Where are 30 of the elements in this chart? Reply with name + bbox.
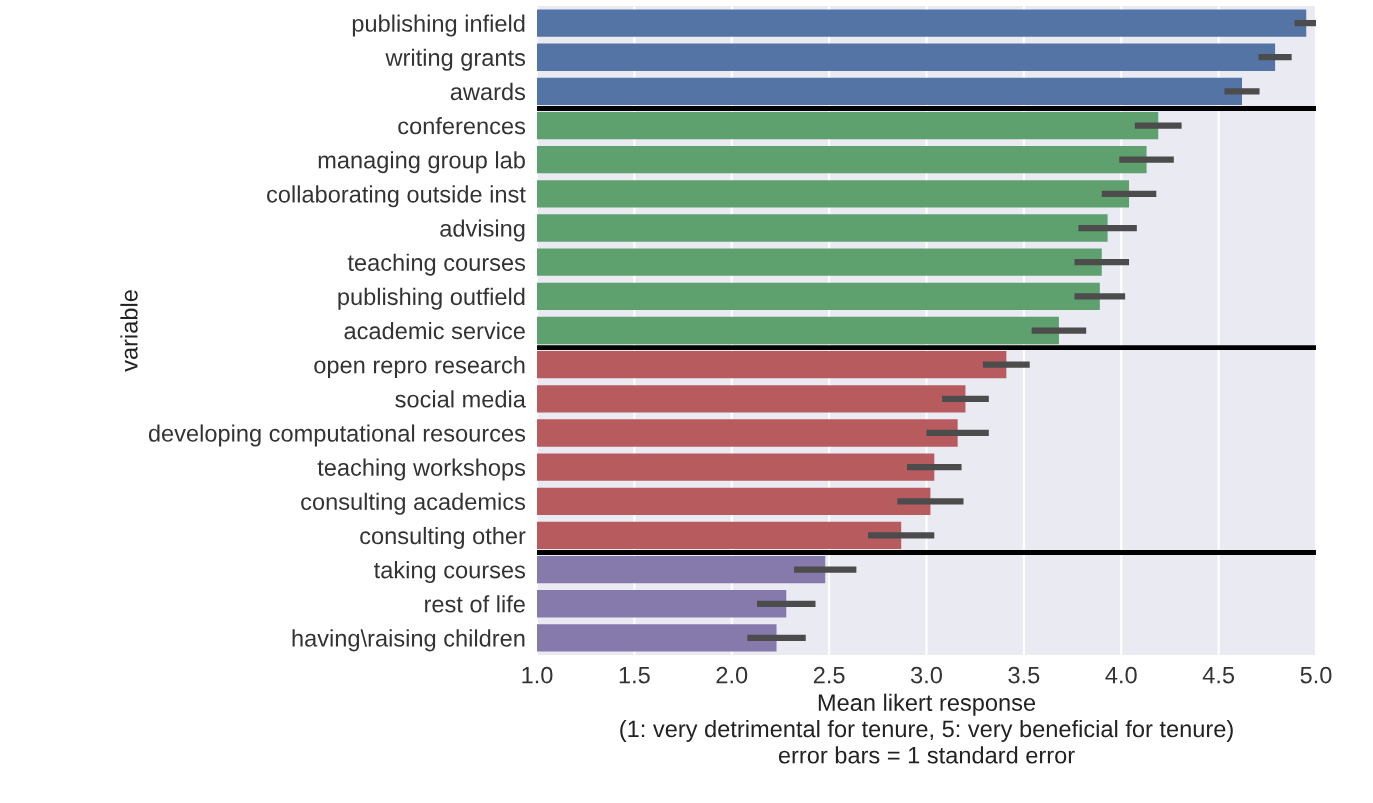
y-tick-label: publishing outfield (338, 287, 525, 310)
y-tick-label: taking courses (374, 561, 526, 584)
y-tick-label: managing group lab (318, 151, 525, 174)
y-tick-label: having\raising children (292, 629, 525, 652)
x-tick-label: 3.0 (910, 666, 942, 684)
x-tick-label: 4.5 (1202, 666, 1235, 684)
x-tick-label: 1.0 (522, 666, 553, 684)
y-tick-label: open repro research (314, 356, 525, 379)
y-tick-label: developing computational resources (148, 424, 526, 447)
y-tick-label: teaching workshops (317, 458, 526, 481)
y-tick-label: social media (395, 390, 526, 408)
y-axis-title: variable (120, 290, 138, 372)
y-tick-label: awards (450, 82, 526, 101)
y-tick-label: teaching courses (347, 253, 526, 276)
y-tick-label: academic service (344, 321, 525, 340)
y-tick-label: conferences (398, 117, 526, 135)
x-tick-label: 2.5 (813, 666, 845, 684)
x-tick-label: 1.5 (619, 666, 650, 684)
x-tick-label: 5.0 (1300, 666, 1332, 684)
y-tick-label: advising (440, 219, 525, 242)
y-tick-label: rest of life (425, 595, 525, 613)
x-tick-label: 2.0 (716, 666, 748, 684)
y-tick-label: consulting other (360, 526, 526, 549)
y-tick-label: publishing infield (352, 14, 525, 37)
y-tick-label: writing grants (385, 48, 526, 71)
x-tick-label: 4.0 (1105, 666, 1137, 684)
x-axis-title: Mean likert response (1: very detrimental for tenure, 5: very beneficial for tenure) error bars = 1 standard error (620, 693, 1233, 764)
y-tick-label: consulting academics (301, 492, 526, 515)
x-tick-label: 3.5 (1008, 666, 1040, 684)
y-tick-label: collaborating outside inst (267, 185, 526, 208)
